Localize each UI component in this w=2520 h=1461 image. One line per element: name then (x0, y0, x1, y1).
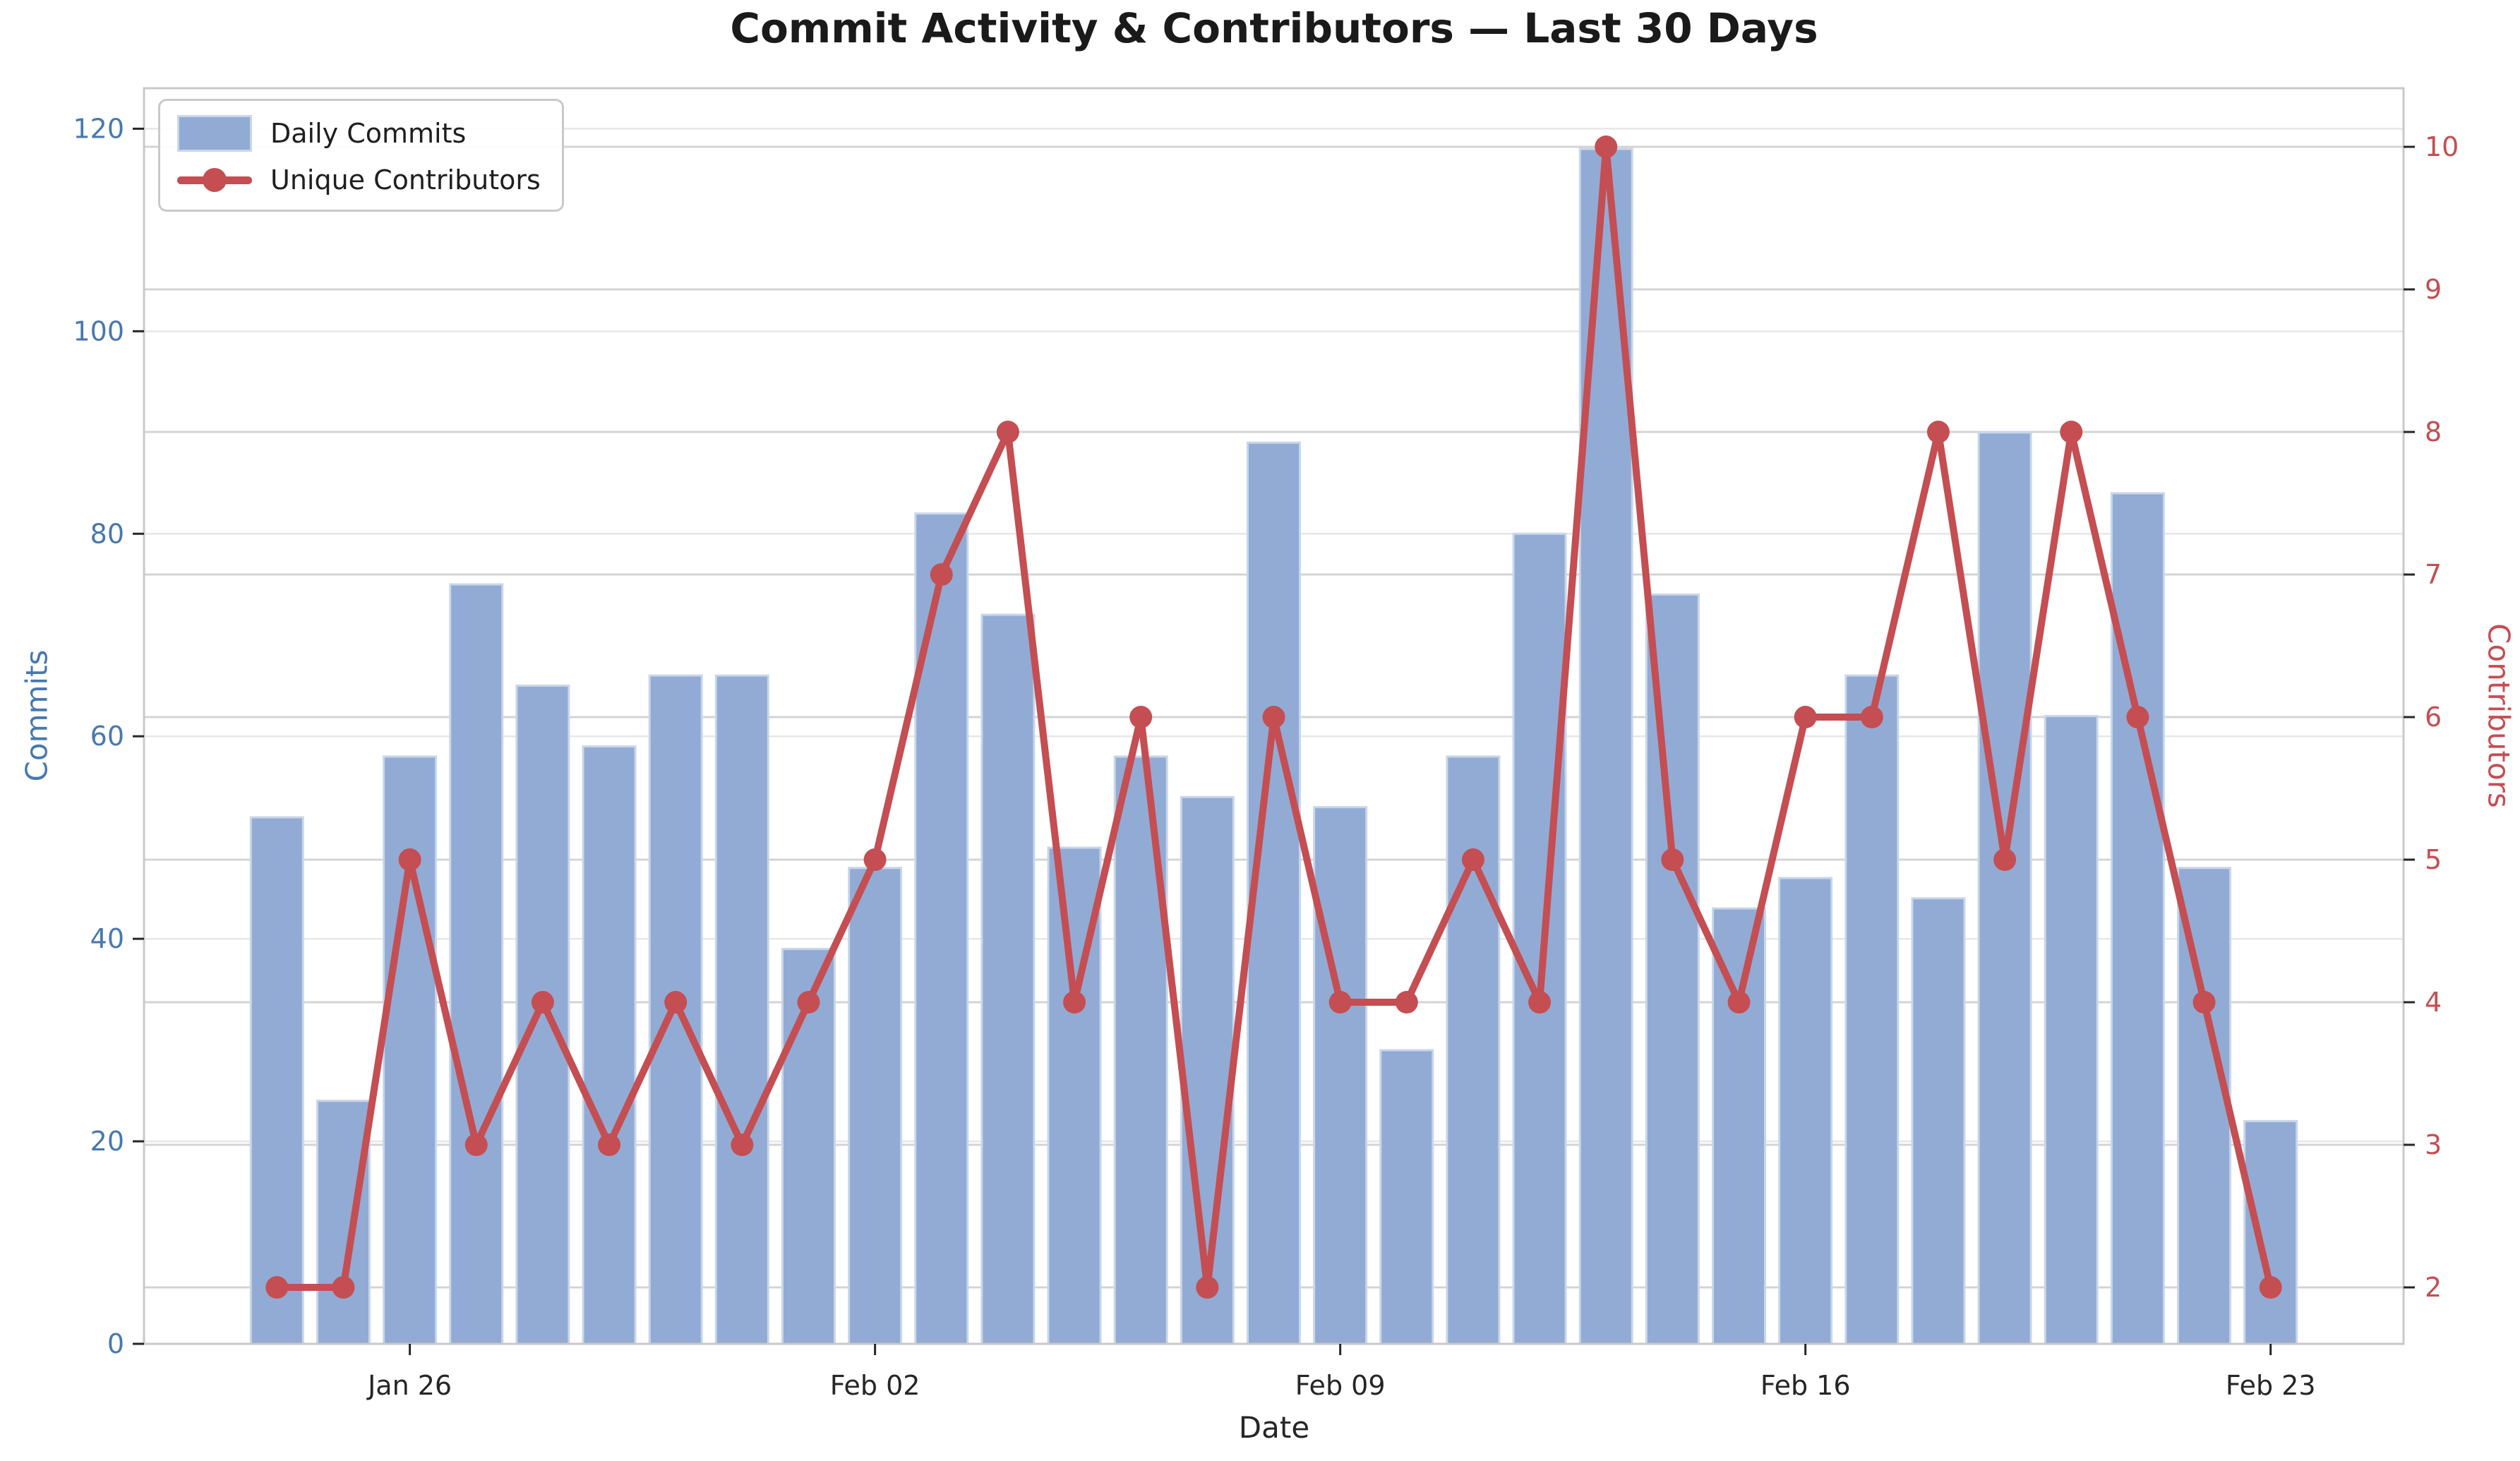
line-marker (731, 1134, 754, 1157)
x-tick-label: Jan 26 (366, 1370, 452, 1401)
y-tick-label-left: 120 (73, 113, 124, 144)
legend-label-commits: Daily Commits (270, 118, 467, 149)
y-tick-label-left: 20 (90, 1126, 124, 1157)
line-marker (531, 991, 554, 1014)
bar (1778, 877, 1833, 1345)
line-marker (1595, 136, 1618, 159)
line-marker (1262, 706, 1285, 729)
y-tick-label-right: 6 (2425, 702, 2442, 733)
line-marker (2192, 991, 2216, 1014)
bar (781, 947, 836, 1345)
line-swatch-dot-icon (203, 168, 227, 192)
chart-title: Commit Activity & Contributors — Last 30… (730, 4, 1818, 52)
y-tick-label-right: 2 (2425, 1272, 2442, 1303)
y-tick-label-right: 10 (2425, 131, 2459, 162)
y-axis-label-left: Commits (19, 649, 54, 782)
bar (449, 583, 504, 1345)
line-marker (2126, 706, 2149, 729)
y-tick-label-left: 0 (107, 1328, 124, 1359)
bar (848, 867, 903, 1345)
x-tick-label: Feb 09 (1295, 1370, 1386, 1401)
bar (515, 684, 570, 1345)
line-marker (1063, 991, 1086, 1014)
bars-group (249, 148, 2298, 1345)
bar (1645, 593, 1700, 1345)
line-swatch-icon (177, 168, 252, 192)
bar (2177, 867, 2232, 1345)
legend: Daily Commits Unique Contributors (158, 99, 564, 212)
bar (1379, 1049, 1434, 1345)
y-tick-label-left: 80 (90, 518, 124, 549)
bar (714, 674, 769, 1345)
bar (1844, 674, 1900, 1345)
line-marker (1328, 991, 1352, 1014)
x-tick-label: Feb 23 (2226, 1370, 2316, 1401)
bar (383, 755, 438, 1345)
y-tick-label-left: 60 (90, 721, 124, 752)
line-marker (1528, 991, 1552, 1014)
y-tick-label-right: 4 (2425, 987, 2442, 1018)
y-tick-label-left: 100 (73, 315, 124, 347)
bar (1512, 532, 1567, 1345)
bar (1911, 897, 1966, 1345)
legend-item-contributors: Unique Contributors (177, 164, 541, 196)
legend-label-contributors: Unique Contributors (270, 164, 541, 196)
line-marker (464, 1134, 488, 1157)
y-tick-label-right: 5 (2425, 844, 2442, 875)
line-marker (1926, 421, 1950, 444)
bar (2110, 492, 2165, 1345)
bar (1712, 907, 1767, 1345)
y-tick-label-right: 8 (2425, 416, 2442, 447)
bar (2044, 715, 2099, 1345)
line-marker (797, 991, 820, 1014)
bar (1446, 755, 1501, 1345)
ticks: 0 20 40 60 80 100 120 2 3 4 5 6 7 8 9 10 Jan 26 Feb 02 Feb… (73, 113, 2459, 1401)
line-marker (398, 848, 421, 872)
y-tick-label-right: 9 (2425, 274, 2442, 305)
line-marker (1461, 848, 1484, 872)
line-marker (1727, 991, 1751, 1014)
line-marker (1661, 848, 1684, 872)
bar (1180, 795, 1235, 1345)
line-marker (863, 848, 887, 872)
bar-swatch-icon (177, 115, 252, 152)
line-marker (2060, 421, 2083, 444)
line-marker (598, 1134, 621, 1157)
line-marker (1860, 706, 1883, 729)
y-axis-label-right: Contributors (2481, 623, 2516, 808)
y-tick-label-right: 3 (2425, 1129, 2442, 1160)
bar (1313, 806, 1368, 1345)
line-marker (2259, 1276, 2282, 1299)
line-marker (265, 1276, 289, 1299)
line-marker (930, 563, 953, 587)
bar (249, 816, 304, 1345)
x-tick-label: Feb 16 (1760, 1370, 1851, 1401)
line-marker (1993, 848, 2017, 872)
bar (316, 1100, 371, 1345)
y-tick-label-left: 40 (90, 923, 124, 954)
x-tick-label: Feb 02 (830, 1370, 920, 1401)
line-marker (996, 421, 1019, 444)
line-series-group (265, 136, 2282, 1299)
x-axis-label: Date (1238, 1410, 1310, 1445)
line-marker (332, 1276, 355, 1299)
line-marker (1794, 706, 1817, 729)
y-tick-label-right: 7 (2425, 559, 2442, 590)
plot-border (143, 87, 2405, 1345)
bar (2243, 1119, 2298, 1345)
bar (1977, 431, 2032, 1345)
line-marker (1196, 1276, 1219, 1299)
line-marker (1395, 991, 1418, 1014)
legend-item-commits: Daily Commits (177, 115, 541, 152)
line-marker (664, 991, 688, 1014)
bar (980, 613, 1036, 1345)
line-marker (1129, 706, 1153, 729)
bar (582, 745, 637, 1345)
